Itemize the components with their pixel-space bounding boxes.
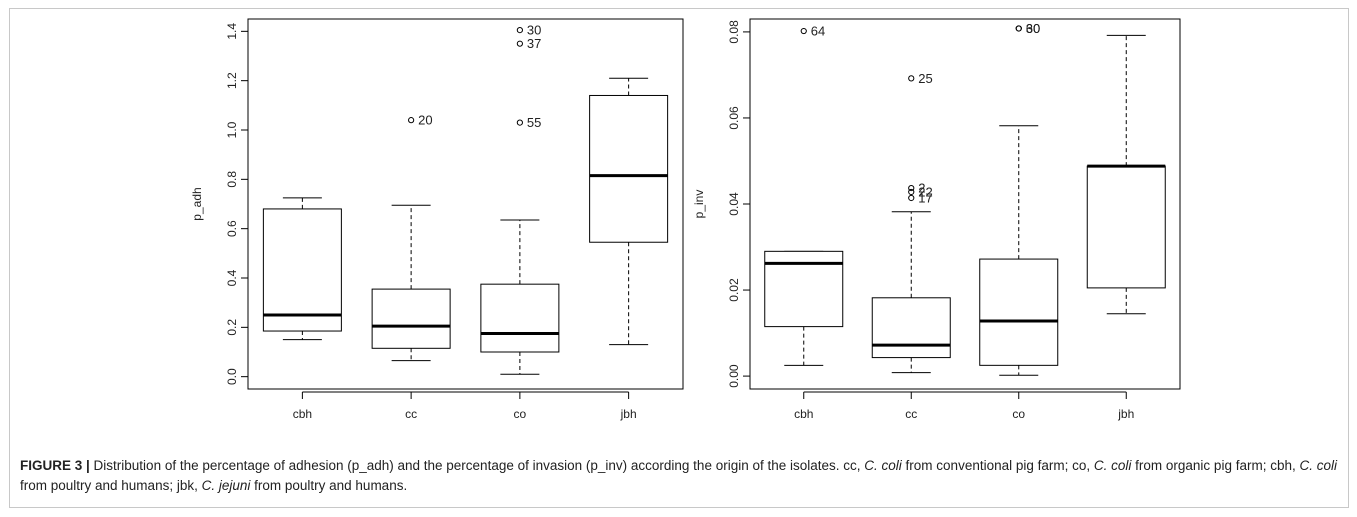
outlier-label-2: 2 (918, 181, 925, 196)
outlier-label-25: 25 (918, 71, 932, 86)
iqr-box (262, 208, 342, 332)
caption-text-1: Distribution of the percentage of adhesi… (89, 458, 865, 473)
outlier-label-55: 55 (527, 115, 541, 130)
iqr-box (371, 288, 451, 349)
y-tick-label: 0.8 (225, 171, 239, 188)
outlier-point-55 (516, 119, 523, 126)
y-tick-label: 1.4 (225, 23, 239, 40)
figure-caption: FIGURE 3 | Distribution of the percentag… (20, 456, 1340, 496)
y-tick-label: 0.00 (727, 364, 741, 388)
figure-label: FIGURE 3 | (20, 458, 90, 473)
outlier-point-2 (908, 184, 915, 192)
outlier-label-37: 37 (527, 36, 541, 51)
y-tick-label: 0.2 (225, 319, 239, 336)
outlier-point-22 (908, 188, 915, 196)
iqr-box (871, 297, 951, 359)
caption-text-2: from conventional pig farm; co, (901, 458, 1094, 473)
outlier-point-64 (800, 27, 807, 35)
iqr-box (589, 94, 669, 243)
y-axis-label: p_adh (190, 187, 204, 220)
box-cc (871, 211, 951, 374)
outlier-label-20: 20 (418, 113, 432, 128)
x-tick-label-jbh: jbh (620, 407, 637, 421)
x-tick-label-co: co (514, 407, 527, 421)
box-jbh (589, 77, 669, 346)
outlier-label-22: 22 (918, 184, 932, 199)
y-tick-label: 0.06 (727, 106, 741, 130)
outlier-label-64: 64 (811, 24, 825, 39)
y-tick-label: 0.4 (225, 269, 239, 286)
outlier-point-17 (908, 194, 915, 202)
x-tick-label-co: co (1012, 407, 1025, 421)
outlier-point-37 (516, 40, 523, 47)
outlier-label-17: 17 (918, 190, 932, 205)
caption-text-4: from poultry and humans; jbk, (20, 478, 202, 493)
caption-species-2: C. coli (1093, 458, 1132, 473)
box-co (979, 125, 1059, 376)
box-jbh (1086, 34, 1166, 315)
box-cbh (262, 197, 342, 341)
box-co (480, 219, 560, 375)
outlier-label-60: 60 (1026, 21, 1040, 36)
x-tick-label-cbh: cbh (794, 407, 813, 421)
box-cbh (764, 250, 844, 366)
x-tick-label-cc: cc (905, 407, 917, 421)
outlier-label-30: 30 (1026, 21, 1040, 36)
iqr-box (1086, 165, 1166, 289)
outlier-point-60 (1015, 25, 1022, 32)
outlier-point-30 (516, 27, 523, 34)
x-tick-label-cc: cc (405, 407, 417, 421)
caption-text-5: from poultry and humans. (250, 478, 408, 493)
caption-species-1: C. coli (864, 458, 902, 473)
y-axis-label: p_inv (692, 190, 706, 219)
y-tick-label: 0.04 (727, 192, 741, 216)
outlier-point-20 (408, 117, 415, 124)
y-tick-label: 0.08 (727, 20, 741, 44)
y-tick-label: 0.0 (225, 368, 239, 385)
iqr-box (979, 258, 1059, 366)
x-tick-label-jbh: jbh (1117, 407, 1134, 421)
outlier-point-25 (908, 75, 915, 82)
y-tick-label: 0.02 (727, 278, 741, 302)
y-tick-label: 1.2 (225, 72, 239, 89)
caption-species-3: C. coli (1299, 458, 1337, 473)
y-tick-label: 0.6 (225, 220, 239, 237)
y-tick-label: 1.0 (225, 121, 239, 138)
caption-text-3: from organic pig farm; cbh, (1131, 458, 1300, 473)
box-cc (371, 204, 451, 362)
outlier-label-30: 30 (527, 23, 541, 38)
iqr-box (480, 283, 560, 353)
caption-species-4: C. jejuni (201, 478, 251, 493)
x-tick-label-cbh: cbh (293, 407, 312, 421)
